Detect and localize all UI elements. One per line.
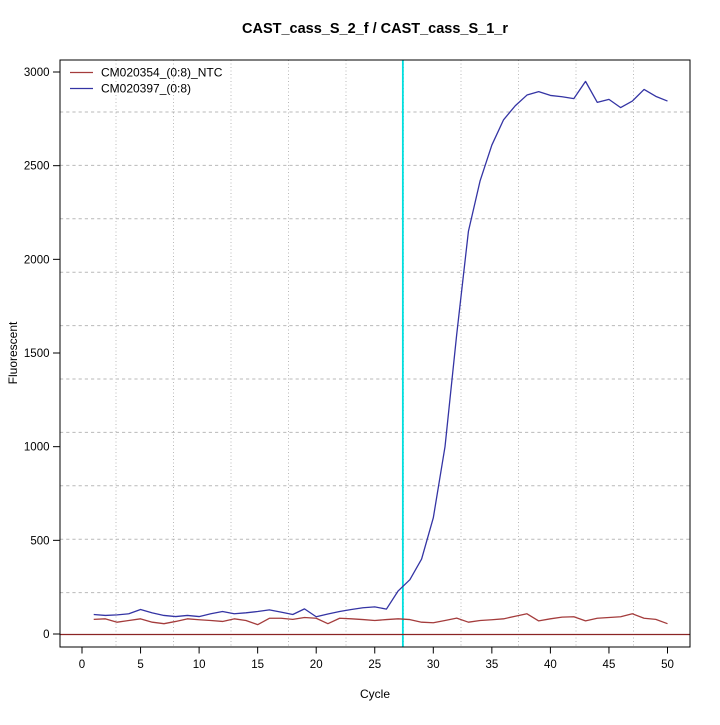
legend-label-ntc: CM020354_(0:8)_NTC <box>101 66 223 80</box>
x-tick-label: 50 <box>661 659 674 671</box>
y-tick-label: 2000 <box>24 254 50 266</box>
series-line-0 <box>93 613 668 626</box>
horizontal-gridlines <box>60 111 690 594</box>
y-axis-label: Fluorescent <box>6 321 20 384</box>
series-lines <box>93 80 668 626</box>
chart-title: CAST_cass_S_2_f / CAST_cass_S_1_r <box>242 21 508 37</box>
plot-border <box>59 59 691 648</box>
x-tick-label: 45 <box>603 659 616 671</box>
x-tick-label: 5 <box>137 659 143 671</box>
x-tick-label: 40 <box>544 659 557 671</box>
x-tick-label: 25 <box>368 659 381 671</box>
legend-label-sample: CM020397_(0:8) <box>101 82 191 96</box>
x-tick-label: 35 <box>485 659 498 671</box>
y-tick-label: 500 <box>30 535 49 547</box>
y-tick-label: 2500 <box>24 161 50 173</box>
series-line-1 <box>93 80 668 618</box>
x-axis-ticks: 0 5 10 15 20 25 30 35 40 45 50 <box>79 647 674 671</box>
x-tick-label: 15 <box>251 659 264 671</box>
y-tick-label: 3000 <box>24 67 50 79</box>
x-axis-label: Cycle <box>360 687 390 701</box>
x-tick-label: 0 <box>79 659 85 671</box>
y-tick-label: 0 <box>43 629 49 641</box>
vertical-gridlines <box>115 60 634 647</box>
legend: CM020354_(0:8)_NTC CM020397_(0:8) <box>70 66 223 96</box>
y-axis-ticks: 0 500 1000 1500 2000 2500 3000 <box>24 67 60 641</box>
x-tick-label: 10 <box>193 659 206 671</box>
x-tick-label: 20 <box>310 659 323 671</box>
x-tick-label: 30 <box>427 659 440 671</box>
y-tick-label: 1500 <box>24 348 50 360</box>
y-tick-label: 1000 <box>24 442 50 454</box>
